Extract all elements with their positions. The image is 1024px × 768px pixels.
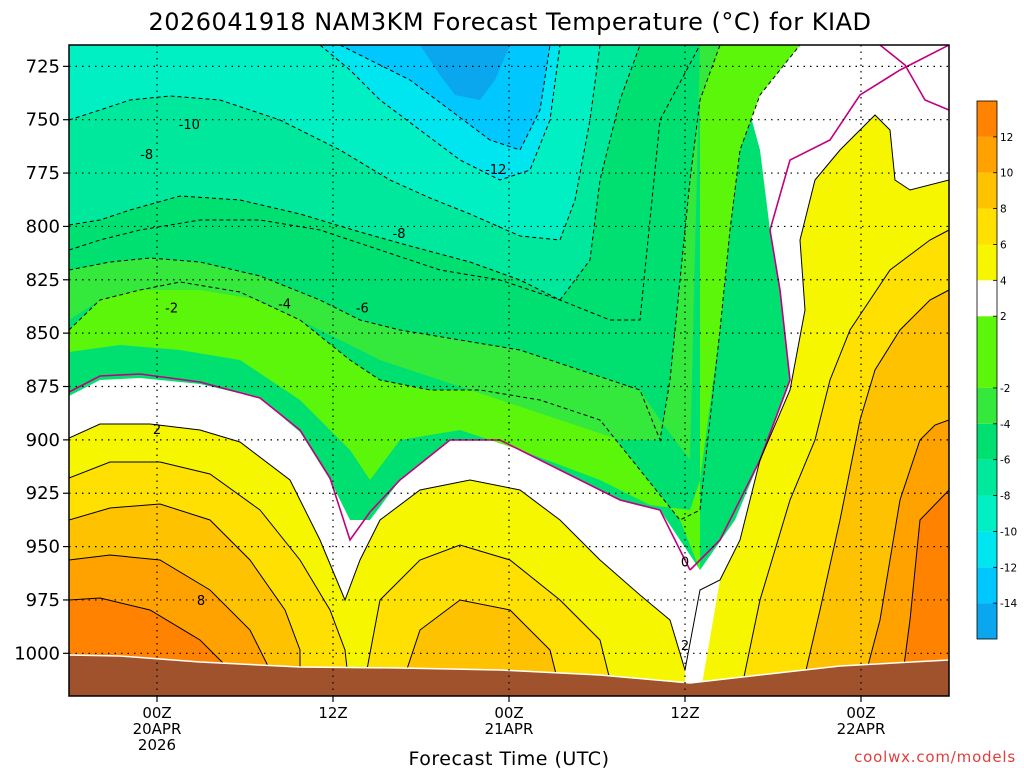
contour-10c-right [899, 489, 949, 696]
credit-text: coolwx.com/models [854, 748, 1016, 766]
x-axis-label: Forecast Time (UTC) [409, 748, 610, 768]
contour-label: -8 [140, 148, 153, 163]
y-tick-label: 875 [26, 377, 60, 398]
cold-region-minus2 [69, 45, 800, 570]
colorbar-segment [977, 172, 997, 209]
contour-label: -4 [278, 297, 291, 312]
x-tick-label: 00Z [846, 704, 875, 722]
contour-2c-right [684, 114, 949, 671]
colorbar-segment [977, 101, 997, 137]
colorbar-segment [977, 387, 997, 424]
y-tick-label: 975 [26, 590, 60, 611]
contour-minus8c [69, 45, 641, 301]
contour-2c-left [69, 423, 686, 671]
y-tick-label: 950 [26, 537, 60, 558]
y-tick-label: 750 [26, 110, 60, 131]
contour-label: -6 [356, 302, 369, 317]
contour-0c-left [69, 373, 691, 571]
x-tick-label: 00Z [494, 704, 523, 722]
colorbar-segment [977, 567, 997, 604]
colorbar-tick-label: 6 [1000, 239, 1007, 251]
colorbar-tick-label: -10 [1000, 526, 1017, 538]
y-tick-label: 900 [26, 430, 60, 451]
contour-4c-left [69, 461, 351, 696]
contour-minus4c [69, 45, 721, 442]
contour-minus14c [339, 45, 551, 151]
colorbar-tick-label: 4 [1000, 275, 1007, 287]
contour-labels: -10 -8 -12 -8 -2 -4 -6 2 8 0 2 [140, 118, 689, 654]
colorbar-segment [977, 244, 997, 281]
contour-6c-left [69, 503, 301, 696]
colorbar-segment [977, 280, 997, 317]
warm-region-12 [900, 490, 949, 696]
contour-label: 2 [153, 423, 161, 438]
colorbar-tick-label: -6 [1000, 455, 1011, 467]
colorbar-tick-label: 12 [1000, 132, 1013, 144]
contour-6c-right [799, 289, 949, 696]
y-tick-label: 800 [26, 216, 60, 237]
colorbar-tick-label: 2 [1000, 311, 1007, 323]
contour-label: -12 [485, 163, 506, 178]
contour-4c-center [364, 544, 611, 681]
colorbar-segment [977, 459, 997, 496]
colorbar: -14 -12 -10 -8 -6 -4 -2 2 4 6 8 10 12 [976, 100, 1017, 640]
colorbar-segment [977, 603, 997, 639]
x-tick-label: 20APR [133, 720, 182, 738]
x-tick-label: 12Z [318, 704, 347, 722]
ground-edge [69, 654, 949, 684]
chart-title: 2026041918 NAM3KM Forecast Temperature (… [148, 8, 871, 36]
x-tick-label: 12Z [670, 704, 699, 722]
contour-6c-center [399, 599, 561, 691]
colorbar-tick-label: 10 [1000, 168, 1013, 180]
contour-0c-upper [879, 45, 949, 111]
contour-minus10c [69, 45, 601, 241]
contour-label: 8 [197, 594, 205, 609]
colorbar-tick-label: -2 [1000, 383, 1010, 395]
colorbar-tick-label: -4 [1000, 419, 1011, 431]
contour-0c-right [689, 45, 949, 571]
plot-area: -10 -8 -12 -8 -2 -4 -6 2 8 0 2 [69, 45, 949, 696]
colorbar-tick-label: -8 [1000, 491, 1010, 503]
y-tick-label: 1000 [14, 643, 60, 664]
x-tick-label: 22APR [837, 720, 886, 738]
contour-label: -8 [393, 227, 406, 242]
y-tick-label: 850 [26, 323, 60, 344]
x-tick-label: 2026 [138, 736, 176, 754]
y-tick-label: 825 [26, 270, 60, 291]
contour-4c-right [739, 229, 949, 696]
colorbar-segment [977, 423, 997, 460]
colorbar-segment [977, 316, 997, 388]
contour-8c-right [859, 419, 949, 696]
contour-label: 2 [681, 639, 689, 654]
colorbar-frame [976, 100, 998, 640]
y-tick-label: 725 [26, 56, 60, 77]
colorbar-tick-label: -14 [1000, 598, 1017, 610]
colorbar-segment [977, 208, 997, 245]
colorbar-segment [977, 136, 997, 173]
colorbar-tick-label: -12 [1000, 562, 1017, 574]
colorbar-segment [977, 495, 997, 532]
y-axis-ticks: 725 750 775 800 825 850 875 900 925 950 975 1000 [14, 56, 69, 664]
y-tick-label: 925 [26, 483, 60, 504]
contour-label: 0 [681, 556, 689, 571]
contour-label: -2 [165, 302, 178, 317]
x-tick-label: 00Z [142, 704, 171, 722]
cold-region-minus4 [69, 45, 720, 460]
y-tick-label: 775 [26, 163, 60, 184]
x-tick-label: 21APR [485, 720, 534, 738]
contour-minus2c [69, 45, 801, 521]
grid [69, 45, 949, 696]
colorbar-tick-label: 8 [1000, 204, 1007, 216]
contour-label: -10 [179, 118, 200, 133]
cold-region-minus16 [420, 45, 510, 100]
colorbar-segment [977, 531, 997, 568]
